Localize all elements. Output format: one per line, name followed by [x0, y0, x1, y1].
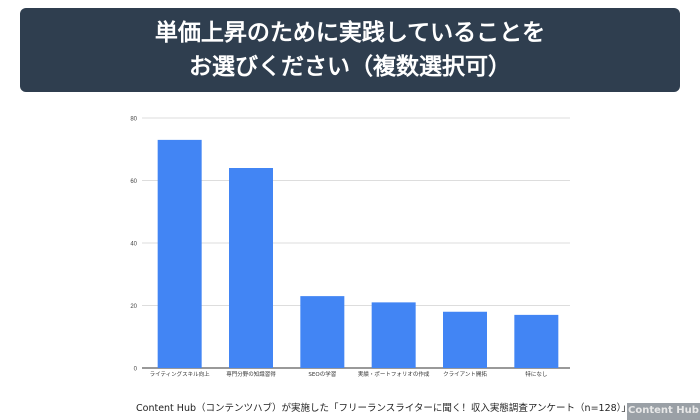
x-tick-label: クライアント開拓	[443, 370, 487, 378]
x-tick-label: SEOの学習	[308, 370, 336, 378]
y-tick-label: 60	[130, 179, 137, 185]
bar	[371, 302, 416, 368]
bar	[300, 296, 345, 368]
x-tick-label: 専門分野の知識習得	[226, 370, 276, 378]
title-line-1: 単価上昇のために実践していることを	[154, 20, 546, 46]
content-hub-logo: Content Hub	[627, 403, 700, 420]
bar	[157, 139, 202, 368]
source-note: Content Hub（コンテンツハブ）が実施した「フリーランスライターに聞く！…	[136, 403, 650, 414]
x-tick-label: 実績・ポートフォリオの作成	[358, 370, 430, 378]
x-tick-label: ライティングスキル向上	[150, 370, 211, 378]
bar	[229, 168, 273, 368]
y-tick-label: 20	[130, 304, 137, 310]
bar	[514, 314, 559, 368]
y-tick-label: 80	[130, 117, 137, 123]
y-tick-label: 40	[130, 242, 137, 248]
chart-title-banner: 単価上昇のために実践していることを お選びください（複数選択可）	[20, 8, 680, 92]
title-line-2: お選びください（複数選択可）	[189, 54, 511, 80]
x-tick-label: 特になし	[525, 370, 547, 378]
y-tick-label: 0	[134, 367, 138, 373]
bar	[443, 311, 487, 368]
